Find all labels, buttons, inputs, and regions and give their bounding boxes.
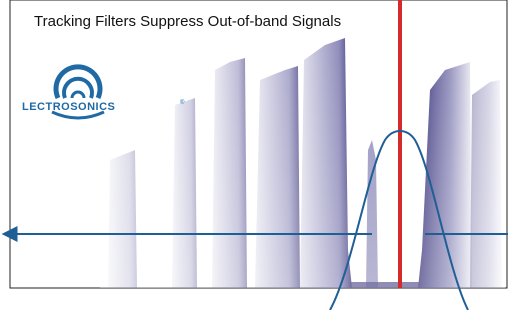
logo-text: LECTROSONICS [22,101,115,113]
diagram: Tracking Filters Suppress Out-of-band Si… [0,0,508,310]
logo-mark: ® [180,99,185,106]
spectrum [100,0,505,288]
title: Tracking Filters Suppress Out-of-band Si… [34,13,341,30]
